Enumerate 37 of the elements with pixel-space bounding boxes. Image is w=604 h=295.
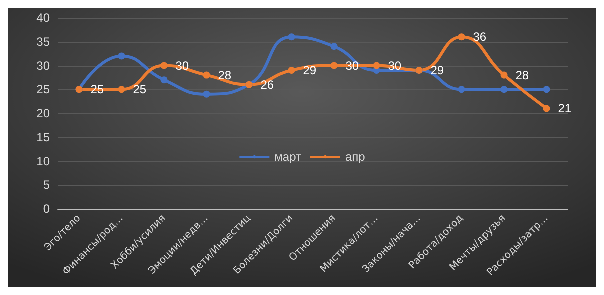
y-tick-label: 30 [36, 58, 50, 73]
point [118, 86, 126, 94]
y-tick-label: 25 [36, 82, 50, 97]
data-label: 25 [133, 82, 147, 97]
data-label: 36 [473, 30, 487, 44]
y-tick-label: 35 [36, 34, 50, 49]
y-tick-label: 20 [36, 106, 50, 120]
y-tick-label: 5 [43, 178, 50, 192]
data-label: 28 [516, 68, 530, 82]
data-label: 21 [558, 102, 572, 116]
legend-label: апр [345, 150, 366, 164]
point [288, 67, 296, 74]
point [543, 105, 550, 112]
y-tick-label: 10 [36, 154, 50, 168]
point [160, 62, 168, 70]
point [288, 34, 296, 41]
point [203, 90, 210, 98]
point [118, 52, 126, 60]
legend-label: март [274, 150, 302, 164]
data-label: 28 [218, 68, 232, 82]
data-label: 29 [430, 64, 444, 78]
point [500, 72, 508, 79]
point [500, 86, 508, 94]
data-label: 30 [346, 58, 360, 73]
y-tick-label: 40 [36, 11, 50, 25]
y-tick-label: 15 [36, 130, 50, 144]
point [458, 34, 466, 41]
y-tick-label: 0 [43, 202, 50, 216]
point [330, 43, 338, 50]
point [160, 76, 168, 84]
point [543, 86, 550, 94]
point [203, 72, 210, 79]
data-label: 25 [90, 82, 104, 97]
point [330, 62, 338, 70]
data-label: 29 [303, 64, 317, 78]
point [373, 62, 380, 70]
point [458, 86, 466, 94]
